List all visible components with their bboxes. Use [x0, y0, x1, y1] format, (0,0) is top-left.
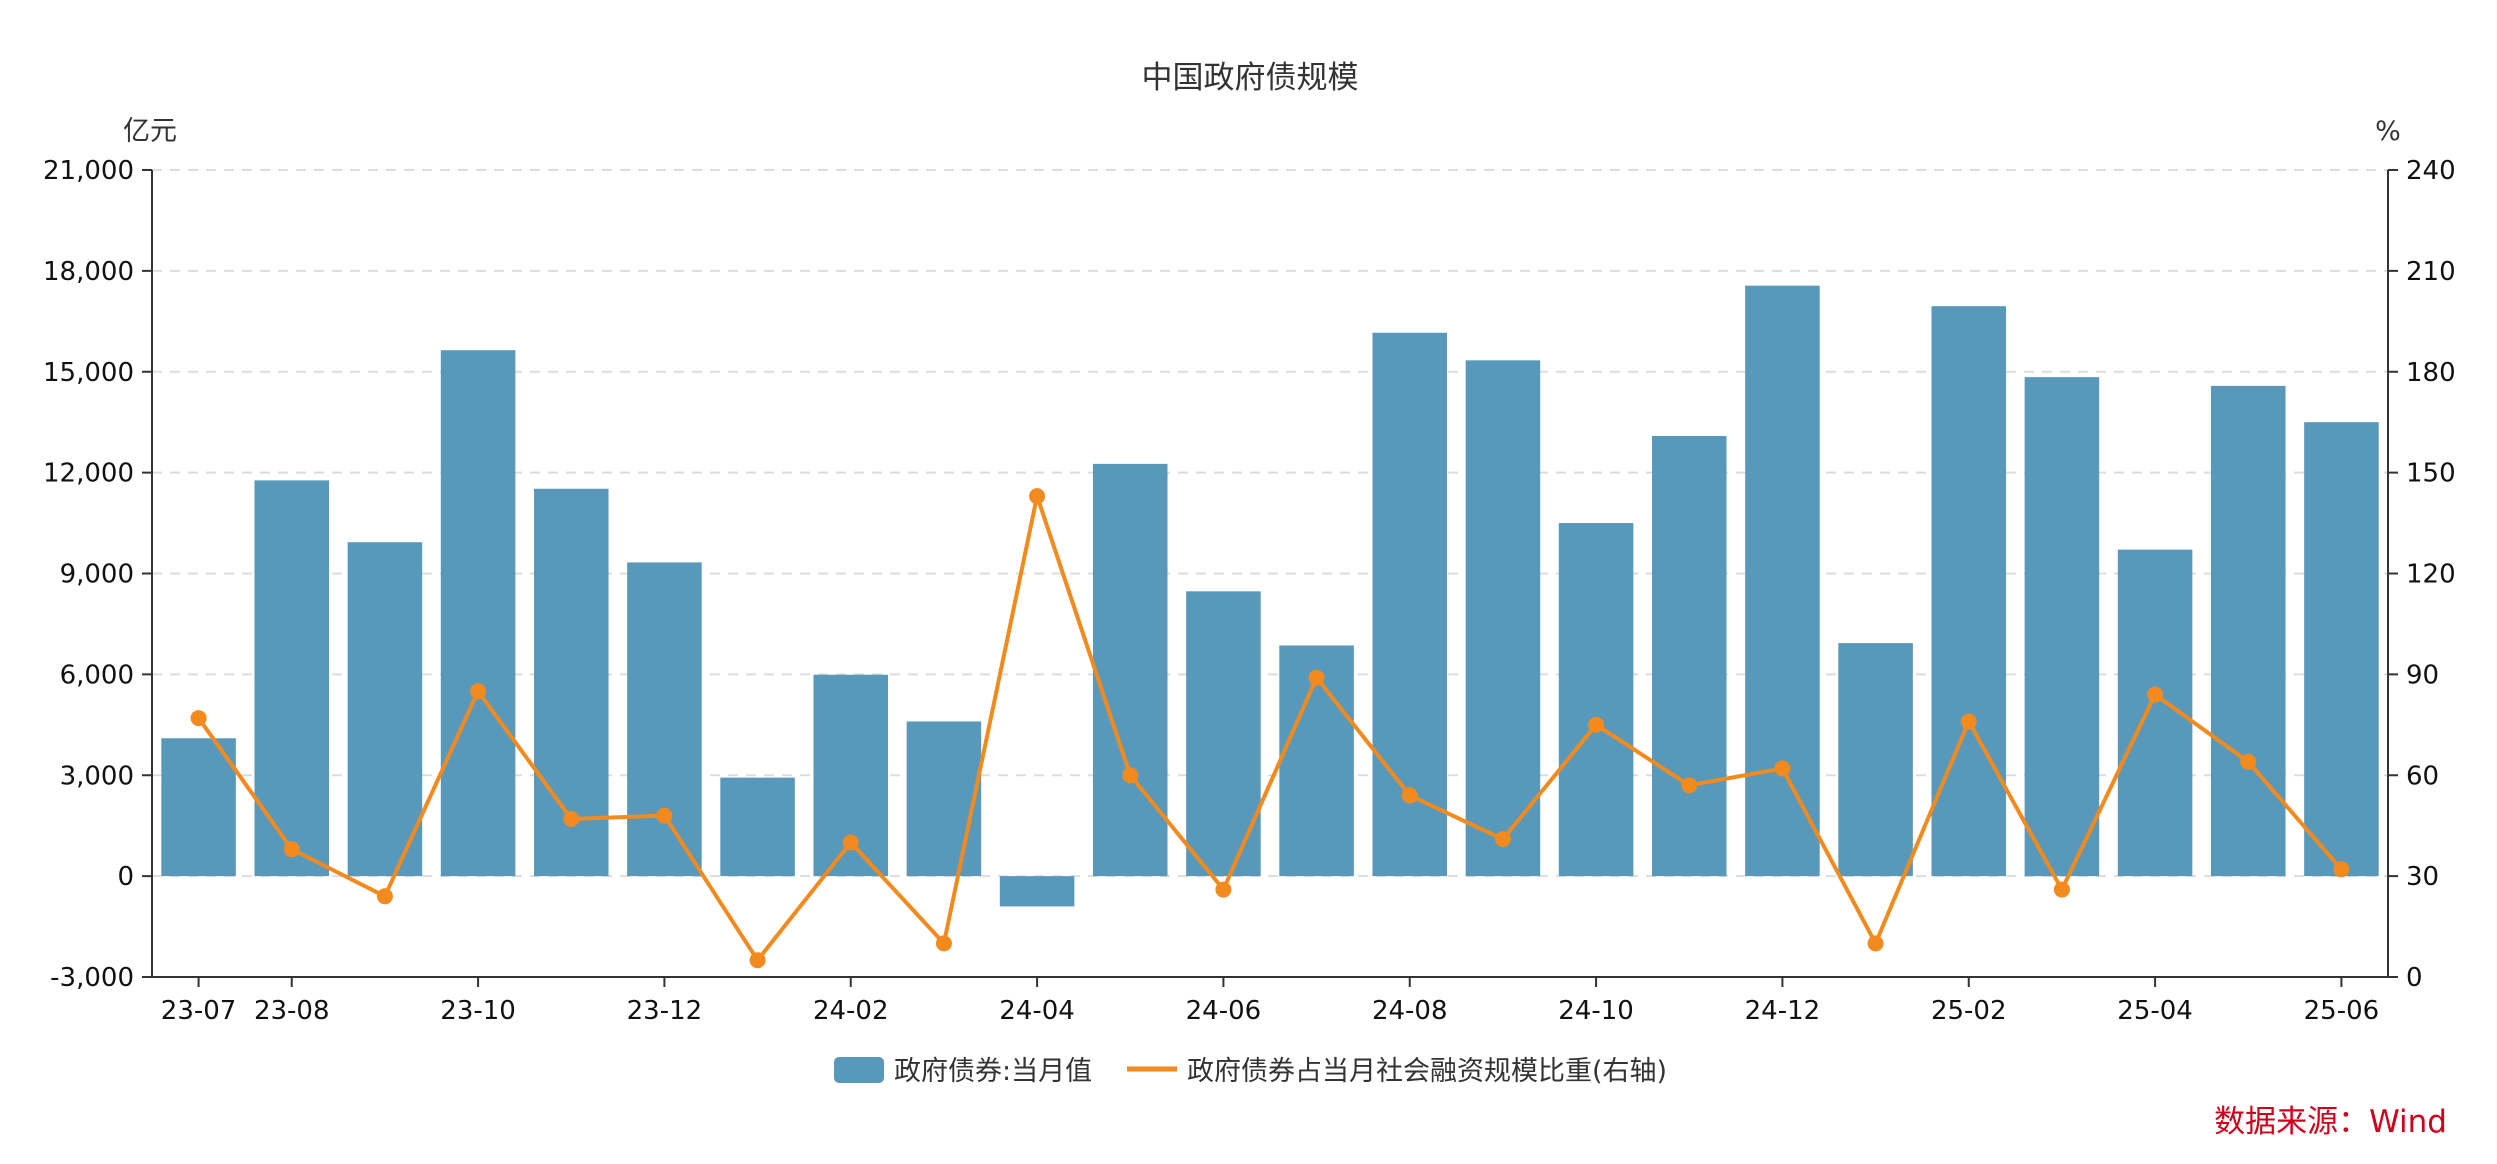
ratio-point [1588, 716, 1605, 733]
bar [440, 350, 516, 877]
ratio-point [656, 807, 673, 824]
ratio-point [842, 834, 859, 851]
ratio-point [1308, 669, 1325, 686]
legend-label-bar: 政府债券:当月值 [894, 1056, 1092, 1087]
ratio-point [1122, 767, 1139, 784]
x-tick-label: 25-02 [1931, 996, 2007, 1026]
ratio-point [190, 710, 207, 727]
right-tick-label: 150 [2406, 459, 2456, 489]
ratio-point [2333, 861, 2350, 878]
x-tick-label: 23-10 [440, 996, 516, 1026]
right-tick-label: 30 [2406, 862, 2439, 892]
bar [906, 721, 982, 877]
bar [1651, 435, 1727, 877]
x-tick-label: 24-08 [1372, 996, 1448, 1026]
ratio-point [1215, 881, 1232, 898]
ratio-point [1029, 488, 1046, 505]
ratio-point [2240, 753, 2257, 770]
x-tick-label: 24-10 [1558, 996, 1634, 1026]
bar [1092, 463, 1168, 877]
ratio-point [376, 888, 393, 905]
x-tick-label: 24-06 [1186, 996, 1262, 1026]
line-series [190, 488, 2350, 969]
bar [2024, 377, 2100, 877]
right-tick-label: 120 [2406, 560, 2456, 590]
bar-series [161, 285, 2379, 907]
ratio-point [563, 810, 580, 827]
legend: 政府债券:当月值 政府债券占当月社会融资规模比重(右轴) [834, 1056, 1667, 1087]
x-tick-label: 23-08 [254, 996, 330, 1026]
bar [347, 542, 423, 877]
ratio-point [1681, 777, 1698, 794]
bar [2210, 385, 2286, 877]
bar [1931, 306, 2007, 877]
source-note: 数据来源：Wind [2214, 1104, 2447, 1140]
ratio-point [1401, 787, 1418, 804]
bar [254, 480, 330, 877]
left-tick-label: 18,000 [43, 257, 134, 287]
legend-label-line: 政府债券占当月社会融资规模比重(右轴) [1187, 1056, 1667, 1087]
x-tick-label: 23-07 [161, 996, 237, 1026]
bar [720, 777, 795, 877]
left-tick-label: 15,000 [43, 358, 134, 388]
right-tick-label: 180 [2406, 358, 2456, 388]
bar [1465, 360, 1541, 877]
left-axis-unit: 亿元 [123, 116, 177, 147]
right-tick-label: 90 [2406, 660, 2439, 690]
x-tick-label: 25-06 [2304, 996, 2380, 1026]
x-tick-label: 23-12 [627, 996, 703, 1026]
ratio-point [1494, 831, 1511, 848]
left-tick-label: 6,000 [60, 660, 134, 690]
left-tick-label: 3,000 [60, 761, 134, 791]
right-tick-label: 240 [2406, 156, 2456, 186]
legend-swatch-bar [834, 1057, 884, 1083]
bar [1558, 523, 1634, 877]
x-tick-label: 24-02 [813, 996, 889, 1026]
bar [161, 738, 236, 877]
left-axis-ticks: -3,000 0 3,000 6,000 9,000 12,000 15,000 18,000… [43, 156, 152, 993]
ratio-point [1867, 935, 1884, 952]
left-tick-label: 21,000 [43, 156, 134, 186]
bar [627, 562, 702, 877]
left-tick-label: 12,000 [43, 459, 134, 489]
x-axis-ticks: 23-07 23-08 23-10 23-12 24-02 24-04 24-06 24-08… [161, 977, 2379, 1026]
right-axis-ticks: 0 30 60 90 120 150 180 210 240 [2388, 156, 2456, 993]
right-tick-label: 0 [2406, 963, 2423, 993]
left-tick-label: 9,000 [60, 560, 134, 590]
x-tick-label: 24-12 [1745, 996, 1821, 1026]
ratio-point [470, 683, 487, 700]
ratio-point [1960, 713, 1977, 730]
bar [1372, 332, 1448, 877]
ratio-point [283, 841, 300, 858]
bar [2304, 422, 2379, 877]
bar [1745, 285, 1820, 877]
ratio-line [196, 494, 2343, 963]
left-tick-label: 0 [117, 862, 134, 892]
ratio-point [1774, 760, 1791, 777]
bar [1838, 643, 1913, 877]
left-tick-label: -3,000 [50, 963, 134, 993]
chart-title: 中国政府债规模 [1142, 60, 1359, 96]
bar [999, 876, 1075, 907]
right-tick-label: 60 [2406, 761, 2439, 791]
x-tick-label: 24-04 [999, 996, 1075, 1026]
gridlines [152, 169, 2388, 878]
ratio-point [2053, 881, 2070, 898]
ratio-point [749, 952, 766, 969]
ratio-point [2147, 686, 2164, 703]
x-tick-label: 25-04 [2117, 996, 2193, 1026]
right-axis-unit: % [2375, 116, 2401, 147]
ratio-point [935, 935, 952, 952]
right-tick-label: 210 [2406, 257, 2456, 287]
